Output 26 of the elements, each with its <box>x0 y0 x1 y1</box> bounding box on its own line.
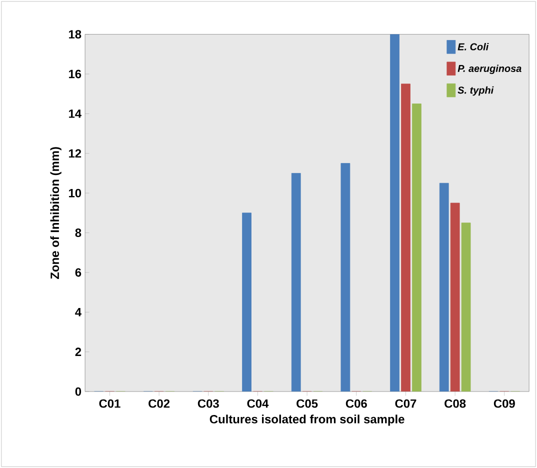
legend-label: E. Coli <box>458 42 489 50</box>
y-tick-label: 12 <box>68 149 82 158</box>
x-tick-label: C01 <box>99 399 120 408</box>
x-tick-label: C08 <box>444 399 466 408</box>
legend-label: P. aeruginosa <box>458 64 522 74</box>
legend-label: S. typhi <box>458 86 494 96</box>
x-tick-label: C05 <box>296 399 318 408</box>
y-tick-label: 4 <box>75 308 82 316</box>
bar <box>401 84 410 392</box>
x-tick-label: C02 <box>148 399 170 408</box>
x-tick-label: C09 <box>494 399 515 408</box>
y-tick-label: 16 <box>68 70 82 78</box>
x-tick-label: C03 <box>198 399 219 408</box>
y-tick-label: 10 <box>68 188 82 198</box>
y-tick-label: 14 <box>68 110 82 118</box>
y-tick-label: 0 <box>75 387 82 396</box>
x-tick-label: C04 <box>247 399 269 408</box>
y-tick-label: 8 <box>75 228 82 237</box>
x-axis-title: Cultures isolated from soil sample <box>210 414 404 426</box>
y-tick-label: 18 <box>68 30 82 38</box>
y-tick-label: 6 <box>75 268 82 277</box>
y-tick-label: 2 <box>75 348 82 356</box>
x-tick-label: C07 <box>395 399 416 408</box>
bar <box>450 202 460 392</box>
y-axis-title: Zone of Inhibition (mm) <box>50 147 62 279</box>
x-tick-label: C06 <box>346 399 367 408</box>
